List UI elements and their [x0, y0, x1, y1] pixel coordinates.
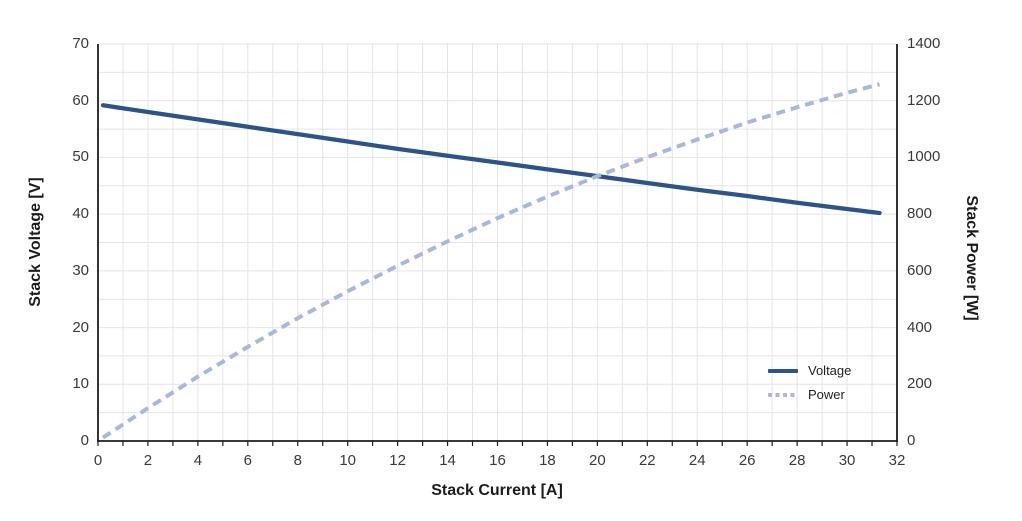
x-tick-label: 20 [589, 452, 606, 469]
legend-item-power: Power [768, 387, 851, 402]
x-tick-label: 8 [293, 452, 302, 469]
x-tick-label: 4 [193, 452, 203, 469]
x-tick-label: 12 [389, 452, 406, 469]
y-left-tick-label: 0 [80, 432, 89, 449]
x-tick-label: 14 [439, 452, 456, 469]
x-tick-label: 0 [93, 452, 103, 469]
power-line [101, 82, 881, 440]
x-tick-label: 28 [788, 452, 806, 469]
power-line-swatch [768, 392, 798, 397]
x-tick-label: 32 [888, 452, 906, 469]
y-right-tick-label: 1200 [907, 91, 941, 109]
y-right-tick-label: 1400 [907, 35, 941, 52]
x-tick-label: 26 [738, 452, 756, 469]
x-tick-label: 6 [243, 452, 252, 469]
voltage-line [100, 103, 882, 216]
legend: Voltage Power [768, 363, 852, 402]
y-right-tick-label: 600 [907, 261, 933, 279]
legend-label-power: Power [808, 387, 845, 402]
y-right-axis-title: Stack Power [W] [963, 195, 980, 321]
legend-label-voltage: Voltage [808, 363, 852, 378]
y-right-tick-label: 0 [907, 432, 916, 449]
y-left-tick-label: 30 [72, 261, 89, 279]
x-axis-title: Stack Current [A] [431, 482, 563, 499]
y-left-tick-label: 40 [72, 205, 89, 223]
x-tick-label: 22 [638, 452, 656, 469]
y-left-tick-label: 60 [72, 91, 89, 109]
x-tick-label: 16 [489, 452, 506, 469]
x-tick-label: 2 [143, 452, 153, 469]
legend-item-voltage: Voltage [768, 363, 852, 378]
x-tick-label: 30 [838, 452, 856, 469]
y-right-tick-label: 400 [907, 318, 933, 336]
voltage-line-swatch [768, 368, 798, 373]
y-left-tick-label: 70 [72, 35, 89, 52]
x-tick-label: 10 [339, 452, 357, 469]
y-left-tick-label: 10 [72, 375, 89, 393]
y-left-axis-title: Stack Voltage [V] [27, 177, 44, 307]
y-right-tick-label: 200 [907, 375, 933, 393]
x-tick-label: 18 [539, 452, 556, 469]
y-left-tick-label: 50 [72, 148, 89, 166]
x-tick-label: 24 [688, 452, 706, 469]
y-left-tick-label: 20 [72, 318, 89, 336]
y-right-tick-label: 1000 [907, 148, 941, 166]
y-right-tick-label: 800 [907, 205, 933, 223]
